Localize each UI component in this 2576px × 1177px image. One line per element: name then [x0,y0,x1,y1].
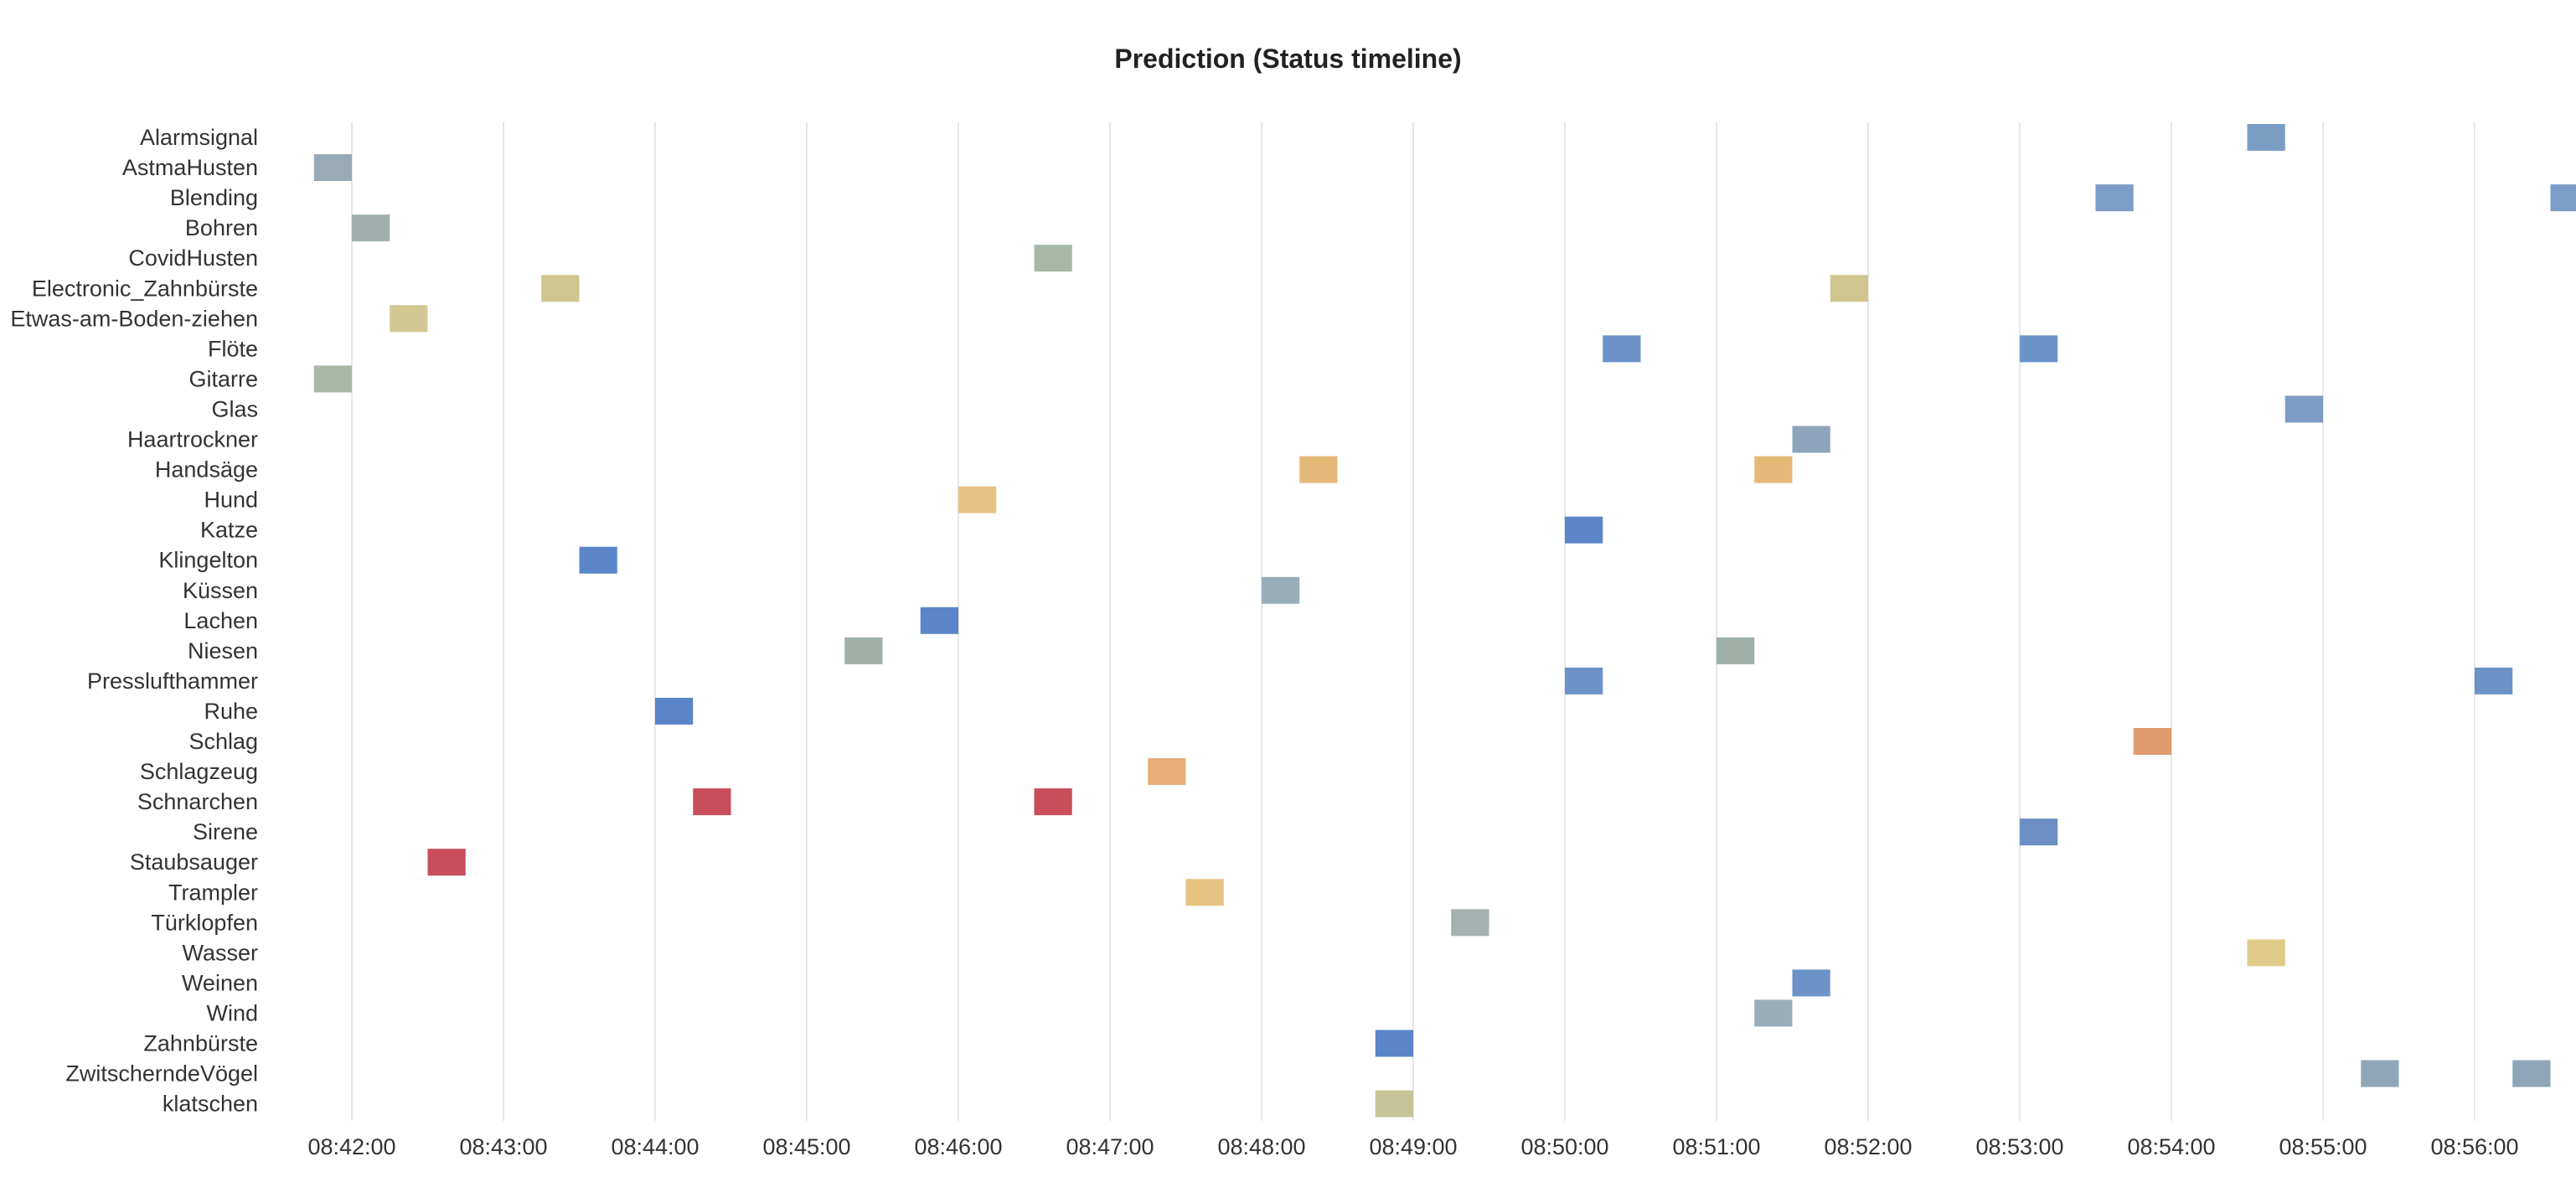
status-bar[interactable] [1716,637,1755,664]
row-label: Sirene [193,819,258,844]
x-tick-label: 08:50:00 [1520,1134,1608,1159]
x-tick-label: 08:51:00 [1672,1134,1760,1159]
status-bar[interactable] [1148,758,1186,786]
status-bar[interactable] [1792,969,1830,997]
row-label: Haartrockner [127,427,258,452]
status-bar[interactable] [693,788,731,816]
status-bar[interactable] [2247,939,2285,967]
row-label: Katze [200,518,258,543]
row-label: Schlag [188,729,258,754]
x-tick-label: 08:43:00 [459,1134,547,1159]
status-bar[interactable] [2247,124,2285,151]
x-tick-label: 08:45:00 [762,1134,850,1159]
x-tick-label: 08:46:00 [914,1134,1002,1159]
status-bar[interactable] [655,697,694,725]
x-tick-label: 08:55:00 [2279,1134,2367,1159]
status-bar[interactable] [844,637,883,664]
status-bars [313,124,2576,1118]
row-label: Etwas-am-Boden-ziehen [10,306,258,331]
x-axis-ticks: 08:42:00 08:43:00 08:44:00 08:45:00 08:46:00… [307,1134,2518,1159]
x-tick-label: 08:44:00 [611,1134,699,1159]
row-label: Handsäge [155,457,258,483]
row-labels: Alarmsignal AstmaHusten Blending Bohren Covi… [10,125,258,1117]
row-label: Presslufthammer [87,669,258,694]
status-bar[interactable] [1299,456,1338,483]
status-bar[interactable] [1830,275,1868,302]
status-bar[interactable] [390,305,428,333]
row-label: AstmaHusten [122,155,258,180]
status-bar[interactable] [541,275,580,302]
status-bar[interactable] [1792,426,1830,453]
status-bar[interactable] [2512,1060,2551,1087]
row-label: Zahnbürste [143,1031,258,1056]
x-tick-label: 08:42:00 [307,1134,395,1159]
status-bar[interactable] [920,607,958,634]
status-bar[interactable] [313,365,352,393]
status-bar[interactable] [1451,909,1489,937]
status-bar[interactable] [2020,818,2058,846]
status-bar[interactable] [427,849,466,876]
x-tick-label: 08:52:00 [1824,1134,1912,1159]
row-label: Staubsauger [130,849,258,875]
x-tick-label: 08:54:00 [2127,1134,2215,1159]
row-label: klatschen [163,1092,258,1117]
status-bar[interactable] [2020,335,2058,363]
row-label: Türklopfen [151,910,258,935]
row-label: Bohren [185,215,258,240]
row-label: Lachen [183,608,258,633]
row-label: Küssen [183,578,258,603]
status-bar[interactable] [2550,184,2576,212]
status-bar[interactable] [1754,456,1793,483]
status-bar[interactable] [579,546,617,574]
status-bar[interactable] [1565,516,1603,544]
status-bar[interactable] [1754,999,1793,1027]
row-label: Ruhe [204,699,258,724]
status-bar[interactable] [1603,335,1641,363]
row-label: Flöte [208,336,258,361]
status-bar[interactable] [2361,1060,2399,1087]
status-bar[interactable] [1034,788,1072,816]
status-bar[interactable] [1375,1090,1413,1118]
row-label: Klingelton [158,548,258,573]
row-label: Hund [204,488,258,513]
status-bar[interactable] [1375,1030,1413,1057]
row-label: Trampler [168,880,258,905]
row-label: Alarmsignal [140,125,258,150]
row-label: Niesen [188,638,258,663]
row-label: Schlagzeug [140,759,258,784]
row-label: Wasser [182,940,258,965]
status-bar[interactable] [1034,245,1072,272]
status-bar[interactable] [2095,184,2134,212]
status-bar[interactable] [2133,728,2171,755]
status-bar[interactable] [958,486,997,514]
row-label: Glas [211,396,258,421]
row-label: ZwitscherndeVögel [65,1061,258,1087]
row-label: Wind [206,1000,258,1025]
row-label: CovidHusten [128,245,258,271]
x-tick-label: 08:47:00 [1066,1134,1154,1159]
status-bar[interactable] [1185,879,1224,906]
status-bar[interactable] [313,154,352,182]
row-label: Weinen [182,970,258,995]
row-label: Gitarre [188,366,258,391]
status-bar[interactable] [352,214,390,242]
status-bar[interactable] [1262,576,1300,604]
x-tick-label: 08:49:00 [1369,1134,1457,1159]
row-label: Blending [170,185,258,210]
status-bar[interactable] [2284,395,2323,423]
grid-lines [351,122,2475,1121]
x-tick-label: 08:53:00 [1975,1134,2063,1159]
status-bar[interactable] [2475,667,2513,694]
x-tick-label: 08:56:00 [2430,1134,2518,1159]
chart-title: Prediction (Status timeline) [1114,44,1462,74]
status-bar[interactable] [1565,667,1603,694]
x-tick-label: 08:48:00 [1217,1134,1305,1159]
row-label: Electronic_Zahnbürste [32,276,258,301]
row-label: Schnarchen [137,789,258,814]
